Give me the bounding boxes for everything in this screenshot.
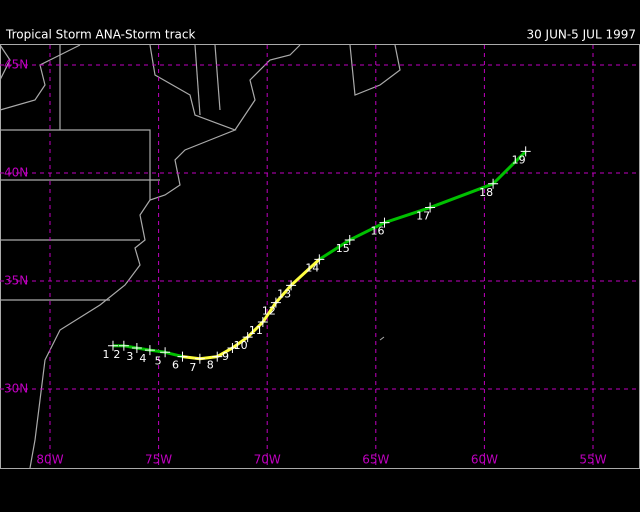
track-point [107,340,118,351]
track-segment [318,238,351,261]
lon-label: 55W [579,453,606,467]
track-label: 6 [172,359,179,372]
title: Tropical Storm ANA-Storm track [5,28,195,42]
track-point [270,297,281,308]
track-label: 17 [416,210,430,223]
lat-label: 45N [4,58,28,72]
track-label: 8 [207,359,214,372]
track-point [194,353,205,364]
track-label: 2 [113,348,120,361]
track-segment [429,182,494,209]
track-segment [246,320,264,339]
track-label: 16 [370,225,384,238]
track-point [379,217,390,228]
track-point [344,234,355,245]
lon-label: 75W [145,453,172,467]
lon-label: 80W [36,453,63,467]
lat-label: 30N [4,382,28,396]
track-label: 15 [336,242,350,255]
track-point [212,351,223,362]
island [379,336,385,341]
track-segment [216,346,234,358]
track-segment [492,150,527,185]
track-point [425,202,436,213]
track-segment [349,221,386,242]
track-point [177,351,188,362]
track-label: 19 [512,153,526,166]
track-label: 1 [102,348,109,361]
track-point [131,342,142,353]
track-label: 14 [305,261,319,274]
lon-label: 70W [254,453,281,467]
track-point [488,178,499,189]
coastlines [0,44,401,469]
track-label: 12 [262,305,276,318]
track-label: 4 [139,352,146,365]
track-point [227,342,238,353]
track-label: 11 [249,324,263,337]
lat-label: 35N [4,274,28,288]
track-point [257,317,268,328]
lat-label: 40N [4,166,28,180]
track-label: 9 [222,350,229,363]
track-segment [231,335,249,350]
track-label: 18 [479,186,493,199]
lon-label: 65W [362,453,389,467]
track-label: 7 [189,361,196,374]
track-segment [290,258,321,287]
track-segment [261,301,278,323]
track-segment [164,350,183,359]
lon-label: 60W [471,453,498,467]
track-point [160,347,171,358]
track-label: 10 [234,339,248,352]
track-label: 5 [155,354,162,367]
track-segment [384,206,431,225]
dates: 30 JUN-5 JUL 1997 [526,28,636,42]
track-point [144,345,155,356]
track-point [520,146,531,157]
track-point [286,280,297,291]
track-point [242,332,253,343]
track-point [118,340,129,351]
track-point [314,254,325,265]
track-label: 13 [277,287,291,300]
track-segment [274,284,293,304]
track-label: 3 [126,350,133,363]
